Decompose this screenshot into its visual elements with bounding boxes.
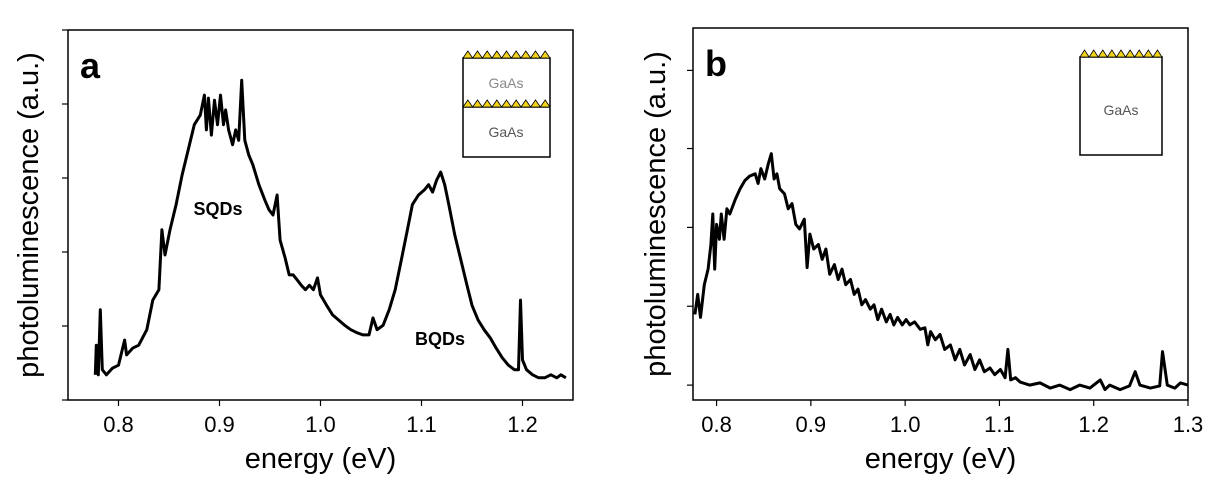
annotation: SQDs xyxy=(193,199,242,219)
quantum-dots xyxy=(1079,49,1163,58)
x-tick-label: 1.1 xyxy=(406,412,437,437)
quantum-dots xyxy=(462,50,551,59)
x-tick-label: 1.0 xyxy=(890,412,921,437)
x-tick-label: 1.2 xyxy=(507,412,538,437)
quantum-dots xyxy=(462,99,551,108)
inset-b: GaAs xyxy=(1079,49,1163,156)
panel-label: b xyxy=(705,43,727,84)
plot-frame xyxy=(692,27,1189,401)
x-tick-label: 1.2 xyxy=(1078,412,1109,437)
inset-a: GaAs GaAs xyxy=(462,50,551,158)
inset-label: GaAs xyxy=(488,124,523,140)
x-tick-label: 0.8 xyxy=(701,412,732,437)
y-axis-label: photoluminescence (a.u.) xyxy=(640,51,672,377)
annotation: BQDs xyxy=(415,329,465,349)
x-tick-label: 0.8 xyxy=(103,412,134,437)
plot-frame xyxy=(67,29,574,401)
spectrum-line xyxy=(693,152,1189,392)
x-axis-label: energy (eV) xyxy=(245,443,397,475)
inset-label: GaAs xyxy=(488,75,523,91)
inset-label: GaAs xyxy=(1103,102,1138,118)
x-tick-label: 1.3 xyxy=(1173,412,1204,437)
x-tick-label: 0.9 xyxy=(796,412,827,437)
panel-label: a xyxy=(80,45,101,86)
y-axis-label: photoluminescence (a.u.) xyxy=(13,52,45,378)
x-axis-label: energy (eV) xyxy=(865,443,1017,475)
spectrum-line xyxy=(93,78,567,380)
x-tick-label: 1.1 xyxy=(984,412,1015,437)
x-tick-label: 1.0 xyxy=(305,412,336,437)
x-tick-label: 0.9 xyxy=(204,412,235,437)
